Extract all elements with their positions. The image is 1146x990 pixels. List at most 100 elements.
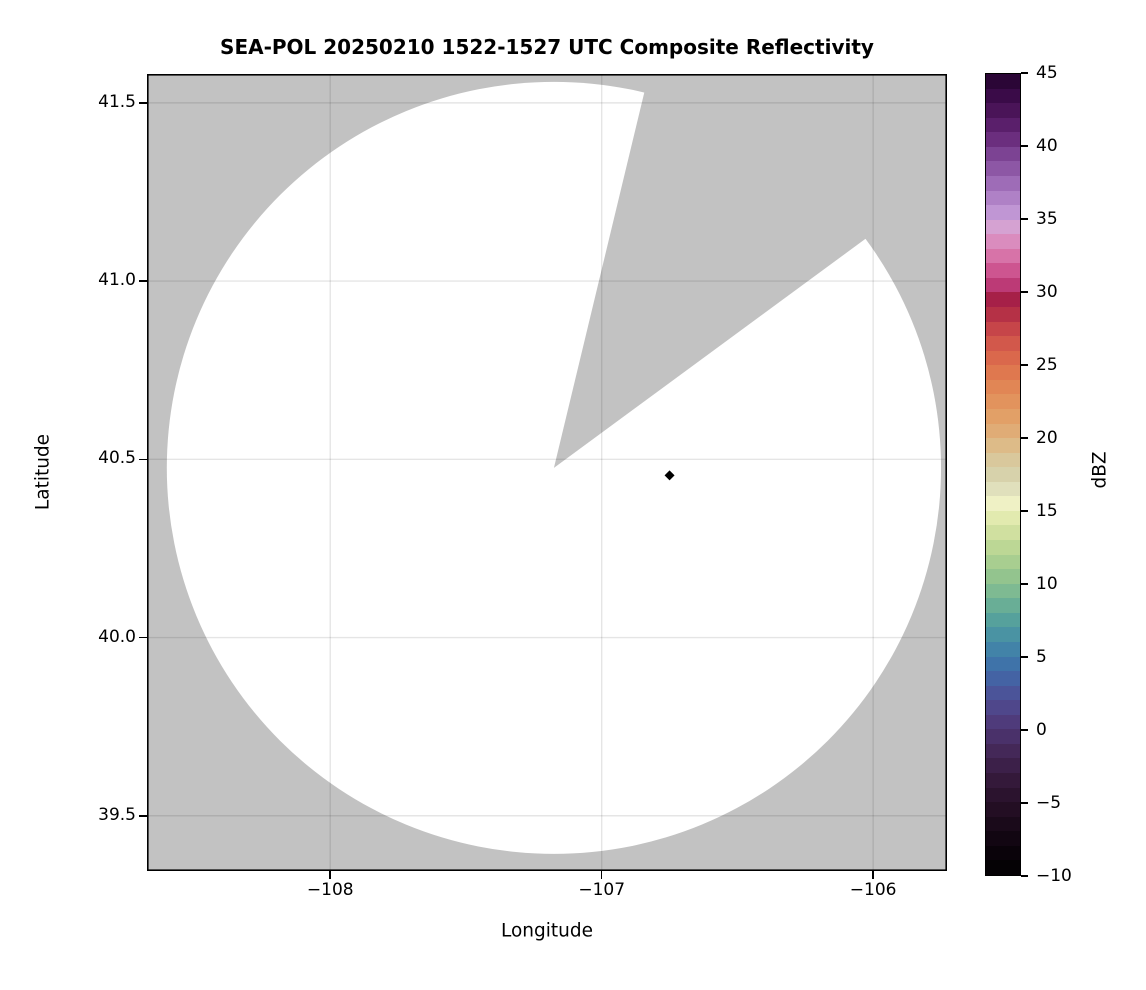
colorbar-tick-mark bbox=[1021, 729, 1028, 731]
colorbar-band bbox=[986, 452, 1020, 468]
colorbar-label: dBZ bbox=[1089, 451, 1111, 489]
colorbar-tick-mark bbox=[1021, 72, 1028, 74]
colorbar-band bbox=[986, 467, 1020, 482]
colorbar-band bbox=[986, 161, 1020, 176]
colorbar-band bbox=[986, 481, 1020, 497]
colorbar-tick-label: 45 bbox=[1036, 63, 1058, 83]
colorbar-band bbox=[986, 496, 1020, 511]
colorbar-band bbox=[986, 74, 1020, 89]
colorbar-band bbox=[986, 656, 1020, 672]
colorbar-tick-mark bbox=[1021, 656, 1028, 658]
colorbar-tick-label: 25 bbox=[1036, 355, 1058, 375]
colorbar-band bbox=[986, 248, 1020, 264]
site-marker-diamond bbox=[664, 470, 675, 481]
colorbar-tick-label: 0 bbox=[1036, 720, 1047, 740]
colorbar-band bbox=[986, 729, 1020, 744]
colorbar-band bbox=[986, 423, 1020, 439]
colorbar-tick-mark bbox=[1021, 364, 1028, 366]
colorbar-band bbox=[986, 394, 1020, 409]
x-tick-mark bbox=[329, 871, 332, 879]
colorbar-band bbox=[986, 787, 1020, 803]
colorbar-tick-mark bbox=[1021, 145, 1028, 147]
colorbar-band bbox=[986, 598, 1020, 613]
colorbar-band bbox=[986, 336, 1020, 351]
colorbar-band bbox=[986, 234, 1020, 249]
x-tick-label: −106 bbox=[849, 880, 897, 900]
colorbar-band bbox=[986, 540, 1020, 555]
colorbar-band bbox=[986, 510, 1020, 526]
colorbar-tick-mark bbox=[1021, 291, 1028, 293]
colorbar-band bbox=[986, 205, 1020, 220]
colorbar-band bbox=[986, 569, 1020, 584]
colorbar-tick-label: 10 bbox=[1036, 574, 1058, 594]
colorbar-tick-mark bbox=[1021, 218, 1028, 220]
colorbar-tick-mark bbox=[1021, 510, 1028, 512]
y-tick-label: 39.5 bbox=[98, 804, 136, 825]
colorbar-tick-label: 5 bbox=[1036, 647, 1047, 667]
colorbar-band bbox=[986, 641, 1020, 657]
colorbar-band bbox=[986, 103, 1020, 118]
colorbar-tick-label: 35 bbox=[1036, 209, 1058, 229]
colorbar-band bbox=[986, 700, 1020, 715]
colorbar-band bbox=[986, 525, 1020, 540]
colorbar-tick-label: 40 bbox=[1036, 136, 1058, 156]
colorbar-band bbox=[986, 583, 1020, 599]
colorbar-band bbox=[986, 175, 1020, 191]
colorbar-band bbox=[986, 146, 1020, 162]
x-tick-mark bbox=[600, 871, 603, 879]
colorbar-band bbox=[986, 263, 1020, 278]
colorbar-band bbox=[986, 292, 1020, 307]
chart-title: SEA-POL 20250210 1522-1527 UTC Composite… bbox=[220, 35, 874, 59]
colorbar-band bbox=[986, 88, 1020, 104]
colorbar-tick-label: −5 bbox=[1036, 793, 1062, 813]
y-axis-label: Latitude bbox=[32, 433, 54, 511]
colorbar-band bbox=[986, 816, 1020, 832]
colorbar-band bbox=[986, 438, 1020, 453]
colorbar-tick-label: 20 bbox=[1036, 428, 1058, 448]
y-tick-label: 41.0 bbox=[98, 270, 136, 291]
colorbar-band bbox=[986, 554, 1020, 570]
y-tick-label: 40.0 bbox=[98, 626, 136, 647]
y-tick-label: 40.5 bbox=[98, 448, 136, 469]
colorbar-band bbox=[986, 671, 1020, 686]
plot-border bbox=[147, 74, 947, 871]
colorbar-tick-mark bbox=[1021, 583, 1028, 585]
colorbar-band bbox=[986, 612, 1020, 628]
colorbar-band bbox=[986, 365, 1020, 380]
colorbar-band bbox=[986, 831, 1020, 846]
y-tick-label: 41.5 bbox=[98, 91, 136, 112]
x-axis-label: Longitude bbox=[500, 920, 594, 942]
colorbar-band bbox=[986, 117, 1020, 133]
colorbar-band bbox=[986, 219, 1020, 235]
x-tick-label: −108 bbox=[306, 880, 354, 900]
colorbar-band bbox=[986, 685, 1020, 701]
colorbar bbox=[985, 73, 1021, 876]
colorbar-tick-mark bbox=[1021, 875, 1028, 877]
colorbar-tick-label: −10 bbox=[1036, 866, 1072, 886]
colorbar-band bbox=[986, 408, 1020, 424]
missing-sector-wedge bbox=[553, 74, 947, 468]
colorbar-tick-mark bbox=[1021, 802, 1028, 804]
y-tick-mark bbox=[139, 458, 147, 461]
colorbar-band bbox=[986, 190, 1020, 206]
y-tick-mark bbox=[139, 280, 147, 282]
x-tick-label: −107 bbox=[578, 880, 626, 900]
colorbar-band bbox=[986, 627, 1020, 642]
colorbar-tick-label: 30 bbox=[1036, 282, 1058, 302]
colorbar-band bbox=[986, 277, 1020, 293]
y-tick-mark bbox=[139, 814, 147, 817]
colorbar-band bbox=[986, 307, 1020, 322]
colorbar-band bbox=[986, 758, 1020, 773]
colorbar-band bbox=[986, 714, 1020, 730]
plot-area bbox=[147, 74, 947, 871]
colorbar-band bbox=[986, 379, 1020, 395]
colorbar-band bbox=[986, 860, 1020, 875]
colorbar-band bbox=[986, 743, 1020, 759]
colorbar-band bbox=[986, 132, 1020, 147]
x-tick-mark bbox=[872, 871, 874, 879]
colorbar-tick-mark bbox=[1021, 437, 1028, 439]
colorbar-band bbox=[986, 802, 1020, 817]
radar-ppi-plot bbox=[147, 74, 947, 871]
colorbar-band bbox=[986, 350, 1020, 366]
